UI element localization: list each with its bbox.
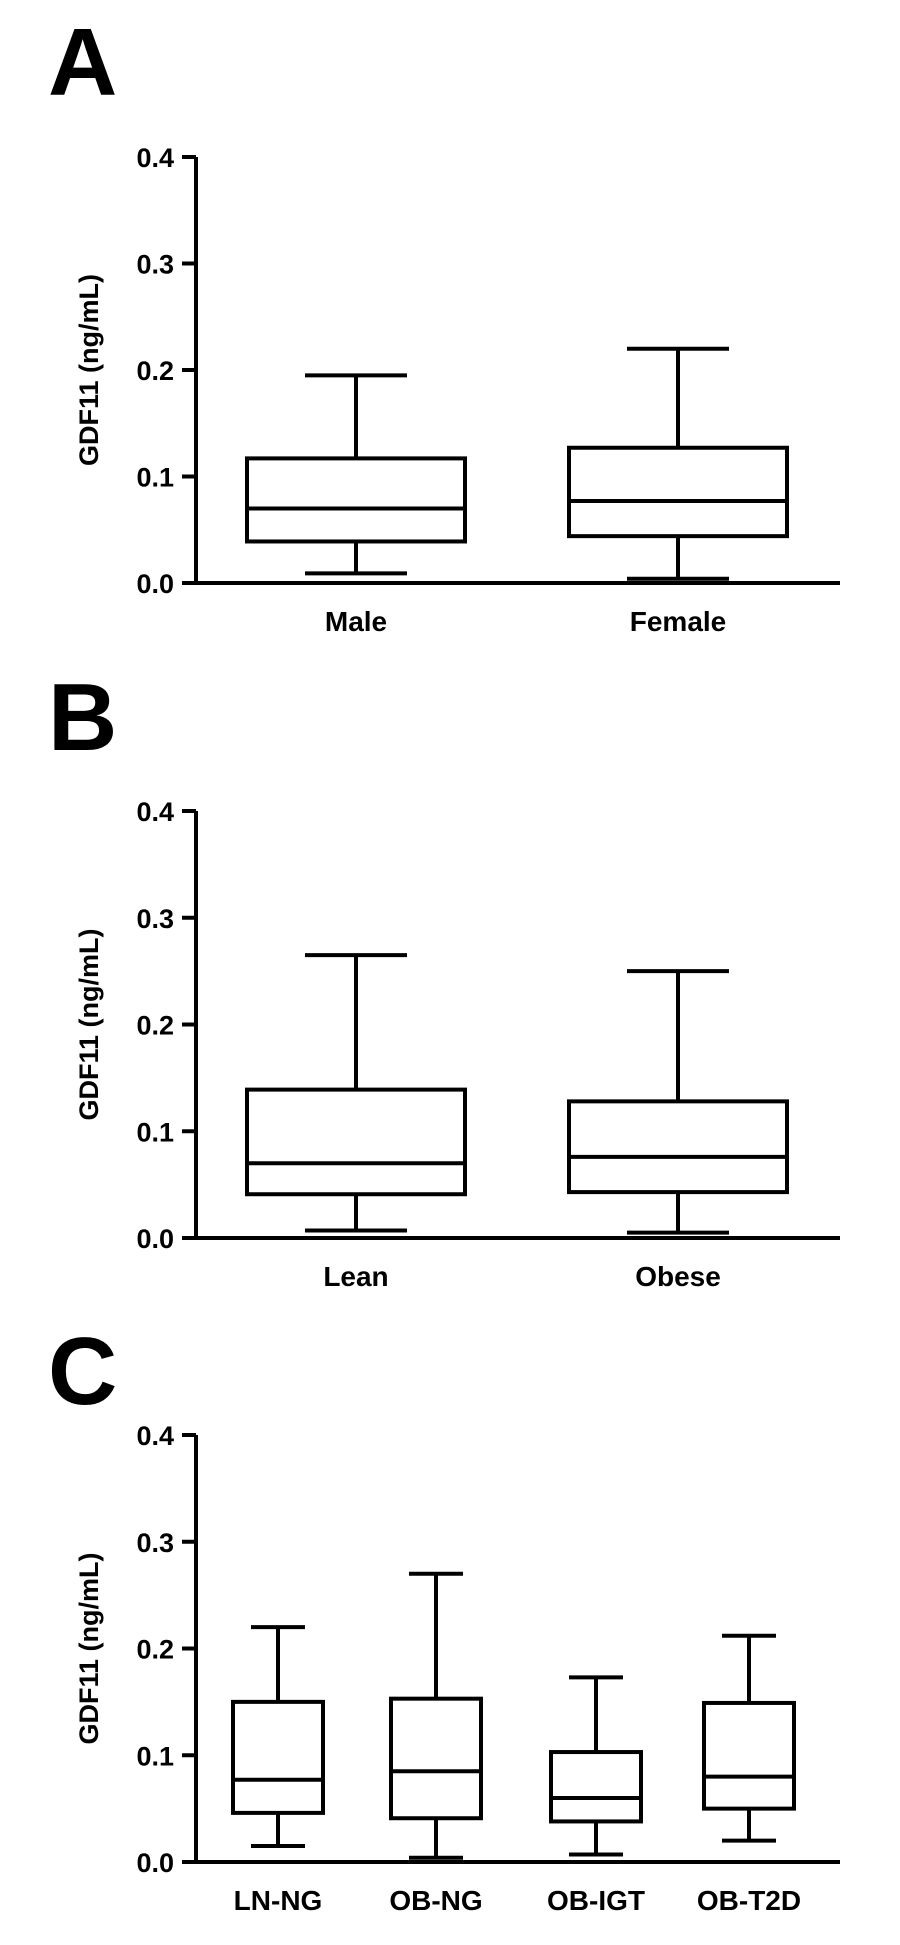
panel-letter: A xyxy=(48,9,117,116)
panel-letter: B xyxy=(48,664,117,771)
box-iqr xyxy=(389,1696,483,1821)
box-iqr xyxy=(549,1750,643,1824)
y-tick-label: 0.4 xyxy=(136,797,174,827)
y-tick-label: 0.3 xyxy=(136,904,174,934)
y-tick-label: 0.0 xyxy=(136,1848,174,1878)
y-tick-label: 0.1 xyxy=(136,1117,174,1147)
y-axis-title: GDF11 (ng/mL) xyxy=(74,274,104,466)
x-category-label: LN-NG xyxy=(234,1885,323,1916)
y-tick-label: 0.0 xyxy=(136,1224,174,1254)
box-iqr xyxy=(245,456,467,544)
box-iqr xyxy=(702,1700,796,1811)
y-tick-label: 0.1 xyxy=(136,1741,174,1771)
y-tick-label: 0.2 xyxy=(136,1635,174,1665)
box-iqr xyxy=(567,445,789,539)
y-tick-label: 0.4 xyxy=(136,1421,174,1451)
box-iqr xyxy=(245,1087,467,1197)
y-tick-label: 0.3 xyxy=(136,1528,174,1558)
y-tick-label: 0.0 xyxy=(136,569,174,599)
y-tick-label: 0.2 xyxy=(136,356,174,386)
y-tick-label: 0.4 xyxy=(136,143,174,173)
box-iqr xyxy=(231,1699,325,1815)
x-category-label: OB-IGT xyxy=(547,1885,645,1916)
y-axis-title: GDF11 (ng/mL) xyxy=(74,928,104,1120)
y-axis-title: GDF11 (ng/mL) xyxy=(74,1552,104,1744)
y-tick-label: 0.3 xyxy=(136,250,174,280)
box-iqr xyxy=(567,1099,789,1195)
x-category-label: OB-NG xyxy=(389,1885,482,1916)
x-category-label: Male xyxy=(325,606,387,637)
x-category-label: Lean xyxy=(323,1261,388,1292)
x-category-label: OB-T2D xyxy=(697,1885,801,1916)
panel-letter: C xyxy=(48,1318,117,1425)
x-category-label: Obese xyxy=(635,1261,721,1292)
y-tick-label: 0.2 xyxy=(136,1011,174,1041)
x-category-label: Female xyxy=(630,606,727,637)
y-tick-label: 0.1 xyxy=(136,463,174,493)
